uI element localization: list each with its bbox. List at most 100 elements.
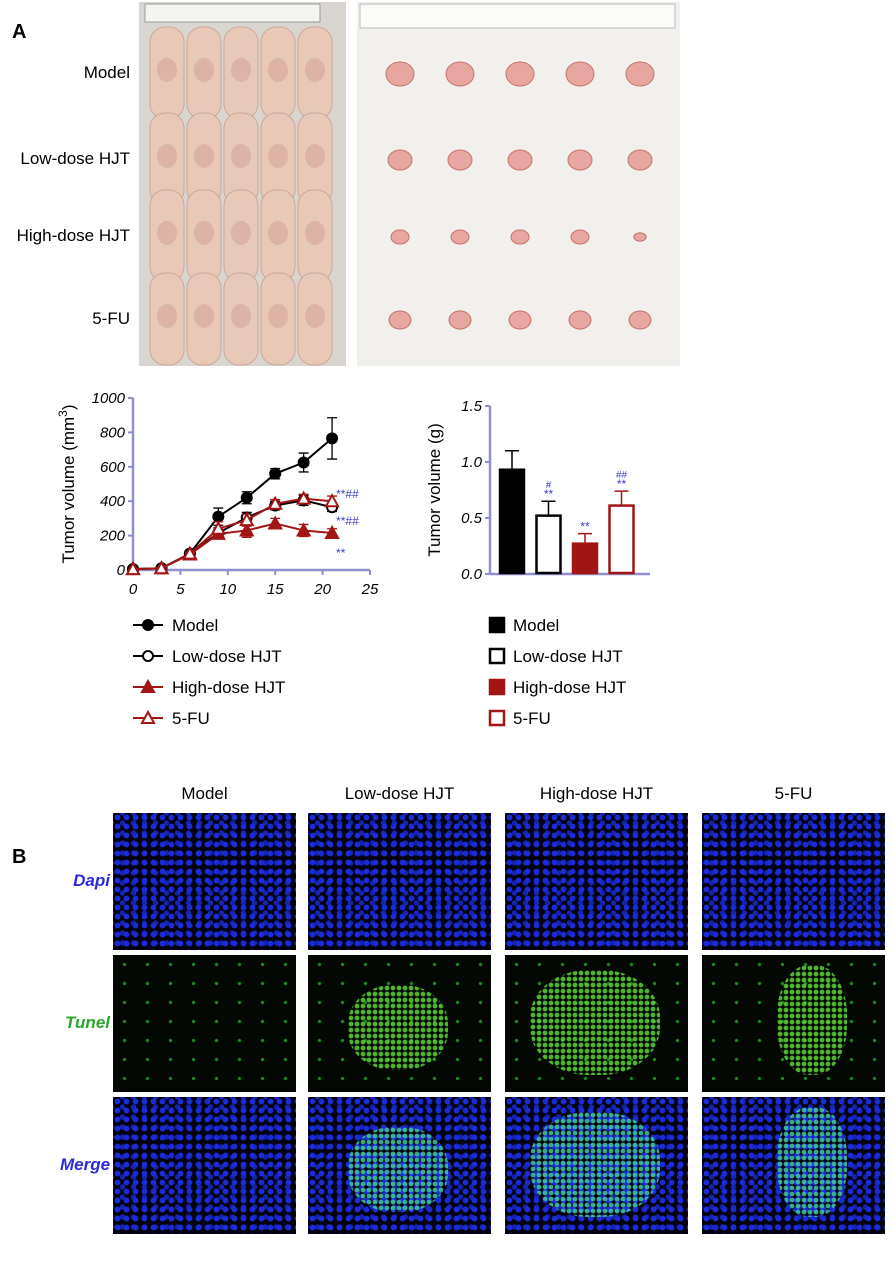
row-label: Dapi <box>73 870 110 890</box>
mouse-tumor <box>194 221 214 245</box>
micrograph <box>505 1097 688 1234</box>
mouse-tumor <box>157 304 177 328</box>
tumor <box>567 149 593 171</box>
panel-a: A Model Low-dose HJT High-dose HJT 5-FU 0 5 10… <box>12 2 680 728</box>
apoptotic-region <box>530 1112 660 1217</box>
significance-label: # <box>546 480 552 491</box>
tumor <box>633 232 647 242</box>
y-axis-label-sup: 3 <box>56 410 70 417</box>
data-point <box>153 560 170 575</box>
legend-label: Model <box>172 616 218 635</box>
mouse-tumor <box>194 144 214 168</box>
mouse-tumor <box>157 144 177 168</box>
x-tick-label: 15 <box>267 581 284 598</box>
data-point <box>324 524 340 540</box>
legend-marker <box>142 650 154 662</box>
panel-label: A <box>12 21 26 43</box>
y-tick-label: 1.5 <box>461 398 483 415</box>
mouse-tumor <box>231 144 251 168</box>
mouse-tumor <box>194 304 214 328</box>
tumor <box>507 149 533 171</box>
tumor <box>565 61 595 87</box>
mouse-tumor <box>268 144 288 168</box>
column-header: 5-FU <box>774 784 813 803</box>
tumor <box>385 61 415 87</box>
significance-label: **## <box>336 487 359 501</box>
y-tick-label: 800 <box>100 424 126 441</box>
micrograph <box>505 955 688 1092</box>
mouse-tumor <box>305 304 325 328</box>
data-point <box>212 510 225 523</box>
mouse-tumor <box>268 221 288 245</box>
micrograph <box>702 1097 885 1234</box>
tumor <box>388 310 412 330</box>
tumor <box>570 229 590 245</box>
data-point <box>267 515 283 530</box>
mouse-tumor <box>268 58 288 82</box>
micrograph <box>308 813 491 950</box>
legend-marker <box>140 709 156 724</box>
data-point <box>297 456 310 469</box>
legend-label: 5-FU <box>172 709 210 728</box>
data-point <box>295 522 312 537</box>
tumor <box>390 229 410 245</box>
tumor <box>450 229 470 245</box>
legend-label: Low-dose HJT <box>513 647 623 666</box>
data-point <box>324 493 340 508</box>
legend-label: Model <box>513 616 559 635</box>
micrograph <box>113 1097 296 1234</box>
legend-label: 5-FU <box>513 709 551 728</box>
error-bar <box>541 500 556 515</box>
x-tick-label: 5 <box>176 581 185 598</box>
legend-label: Low-dose HJT <box>172 647 282 666</box>
significance-label: ** <box>617 477 627 491</box>
data-point <box>182 545 198 560</box>
mouse-tumor <box>157 58 177 82</box>
data-point <box>295 490 312 505</box>
y-tick-label: 200 <box>99 528 126 545</box>
apoptotic-region <box>777 1107 847 1217</box>
y-axis-label-end: ) <box>59 404 78 410</box>
tumor <box>445 61 475 87</box>
significance-label: ## <box>616 470 628 481</box>
tumor <box>625 61 655 87</box>
error-bar <box>614 490 629 505</box>
data-point <box>125 561 141 576</box>
tumor <box>387 149 413 171</box>
photo-row-label: Model <box>84 63 130 82</box>
significance-label: ** <box>580 520 590 534</box>
data-point <box>269 467 282 480</box>
row-label: Tunel <box>64 1012 110 1032</box>
error-bar <box>505 450 519 469</box>
column-header: Model <box>181 784 228 803</box>
tumor <box>448 310 472 330</box>
mouse-tumor <box>305 58 325 82</box>
mouse-tumor <box>157 221 177 245</box>
data-point <box>239 522 255 537</box>
mouse-tumor <box>268 304 288 328</box>
apoptotic-region <box>348 985 448 1070</box>
y-tick-label: 1000 <box>92 390 126 407</box>
legend-label: High-dose HJT <box>172 678 285 697</box>
column-header: High-dose HJT <box>539 784 654 803</box>
row-label: Merge <box>60 1154 111 1174</box>
bar <box>535 514 562 575</box>
x-tick-label: 0 <box>129 581 138 598</box>
mouse-tumor <box>231 304 251 328</box>
significance-label: ** <box>336 546 346 560</box>
mouse-tumor <box>194 58 214 82</box>
micrograph <box>702 955 885 1092</box>
legend-marker <box>142 619 154 631</box>
legend-label: High-dose HJT <box>513 678 626 697</box>
y-tick-label: 0.5 <box>461 510 483 527</box>
apoptotic-region <box>777 965 847 1075</box>
micrograph <box>113 813 296 950</box>
column-header: Low-dose HJT <box>344 784 455 803</box>
photo-row-label: High-dose HJT <box>17 226 130 245</box>
significance-label: **## <box>336 514 359 528</box>
data-point <box>210 520 227 535</box>
y-tick-label: 0.0 <box>461 566 483 583</box>
micrograph <box>505 813 688 950</box>
bar <box>571 542 599 575</box>
